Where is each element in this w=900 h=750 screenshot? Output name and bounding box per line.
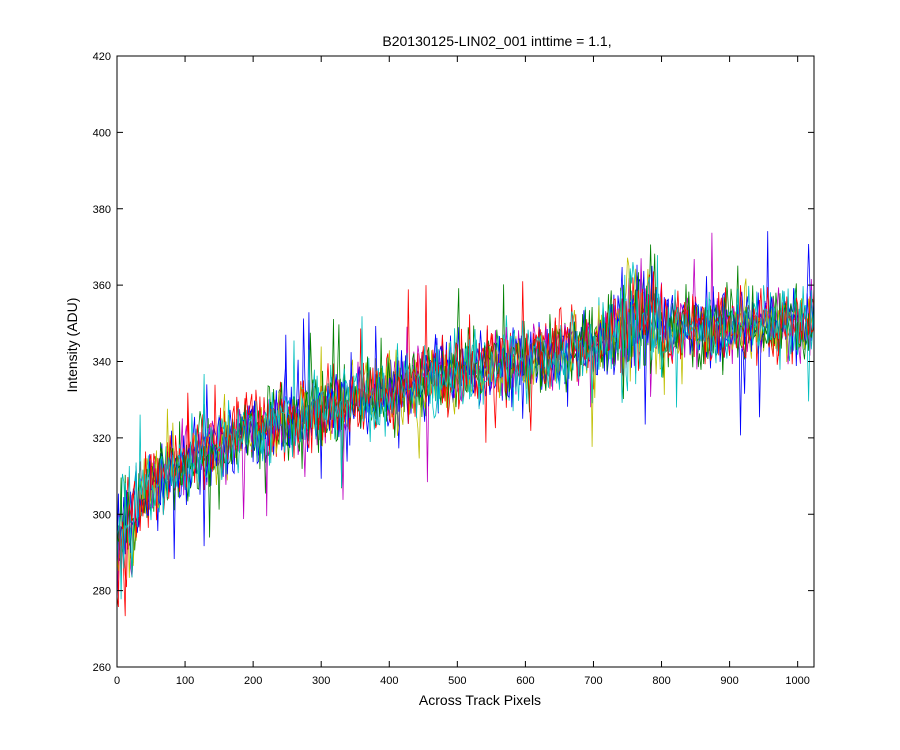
y-tick-label: 260	[93, 662, 111, 674]
series-line-5	[116, 232, 815, 604]
y-tick-label: 280	[93, 586, 111, 598]
x-tick-label: 600	[516, 675, 534, 687]
chart-title: B20130125-LIN02_001 inttime = 1.1,	[382, 33, 611, 49]
series-line-10	[116, 255, 815, 600]
y-tick-label: 300	[93, 509, 111, 521]
y-axis: 260 280 300 320 340 360 380 400 420	[93, 51, 814, 674]
series-line-9	[116, 271, 815, 608]
y-tick-label: 400	[93, 127, 111, 139]
y-tick-label: 360	[93, 280, 111, 292]
series-line-8	[116, 253, 815, 578]
series-layer	[116, 231, 815, 617]
x-tick-label: 300	[312, 675, 330, 687]
x-tick-label: 400	[380, 675, 398, 687]
series-line-1	[116, 231, 815, 581]
x-tick-label: 800	[652, 675, 670, 687]
x-tick-label: 700	[584, 675, 602, 687]
x-tick-label: 500	[448, 675, 466, 687]
y-axis-label: Intensity (ADU)	[64, 298, 80, 393]
x-tick-label: 100	[176, 675, 194, 687]
x-axis-label: Across Track Pixels	[419, 692, 541, 708]
x-tick-label: 1000	[785, 675, 809, 687]
x-tick-label: 0	[114, 675, 120, 687]
y-tick-label: 380	[93, 204, 111, 216]
y-tick-label: 340	[93, 357, 111, 369]
x-tick-label: 200	[244, 675, 262, 687]
x-axis: 0 100 200 300 400 500 600 700 800 900 1000	[114, 56, 810, 687]
y-tick-label: 320	[93, 433, 111, 445]
x-tick-label: 900	[720, 675, 738, 687]
y-tick-label: 420	[93, 51, 111, 63]
